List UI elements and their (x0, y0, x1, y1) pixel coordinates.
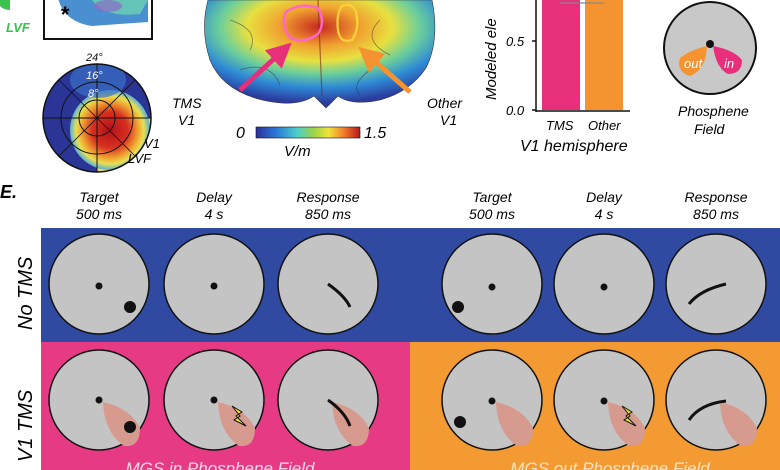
other-v1-outline (336, 3, 359, 42)
phosphene-caption-1: Phosphene (678, 103, 749, 119)
panel-e-label: E. (0, 182, 17, 202)
trial-no-tms-in-response (277, 233, 379, 335)
trial-tms-in-delay (163, 349, 265, 451)
tms-arrow (238, 42, 292, 92)
ylabel: Modeled ele (483, 18, 500, 100)
polar-tick-8: 8° (88, 88, 99, 100)
tms-pulse-icon (621, 405, 637, 427)
trial-tms-out-response (665, 349, 767, 451)
bar-chart: 0.5 0.0 Modeled ele TMS Other V1 hemisph… (483, 0, 630, 155)
marker-asterisk: * (60, 2, 70, 27)
trial-tms-out-target (441, 349, 543, 451)
row-label-no-tms: No TMS (15, 256, 37, 330)
colorbar-max: 1.5 (364, 125, 386, 142)
stage-4-name: Target (472, 189, 512, 205)
label-other-v1: V1 (440, 112, 457, 128)
trial-no-tms-out-target (441, 233, 543, 335)
stage-6-duration: 850 ms (693, 206, 739, 222)
phosphene-in: in (724, 56, 734, 71)
tms-v1-outline (282, 4, 324, 42)
xlabel: V1 hemisphere (520, 138, 628, 155)
colorbar-unit: V/m (284, 143, 311, 160)
polar-caption-v1: V1 (144, 136, 160, 151)
stage-3-name: Response (296, 189, 359, 205)
trial-no-tms-out-delay (553, 233, 655, 335)
inset-panel: * LVF (0, 0, 153, 40)
phosphene-field: out in Phosphene Field (663, 1, 757, 137)
polar-tick-16: 16° (86, 70, 103, 82)
colorbar-min: 0 (236, 125, 245, 142)
trial-tms-in-response (277, 349, 379, 451)
stage-4-duration: 500 ms (469, 206, 515, 222)
stage-6-name: Response (684, 189, 747, 205)
phosphene-out: out (684, 56, 703, 71)
trial-no-tms-in-delay (163, 233, 265, 335)
brain-render: TMS V1 Other V1 0 1.5 V/m (172, 0, 463, 160)
colorbar (255, 126, 361, 139)
trial-tms-in-target (48, 349, 150, 451)
condition-out-label: MGS out Phosphene Field (510, 459, 710, 470)
polar-tick-24: 24° (85, 52, 103, 64)
condition-in-label: MGS in Phosphene Field (126, 459, 316, 470)
xtick-tms: TMS (546, 118, 574, 133)
stage-1-duration: 500 ms (76, 206, 122, 222)
stage-5-duration: 4 s (595, 206, 614, 222)
phosphene-caption-2: Field (694, 121, 726, 137)
label-tms-v1: V1 (178, 112, 195, 128)
label-tms: TMS (172, 95, 202, 111)
stage-2-duration: 4 s (205, 206, 224, 222)
inset-lvf-label: LVF (6, 20, 31, 35)
xtick-other: Other (588, 118, 621, 133)
other-arrow (358, 46, 412, 94)
stage-2-name: Delay (196, 189, 233, 205)
bar-other (585, 0, 623, 110)
label-other: Other (427, 95, 463, 111)
stage-headers: Target 500 ms Delay 4 s Response 850 ms … (76, 189, 748, 222)
tms-pulse-icon (231, 405, 247, 427)
polar-plot: 24° 16° 8° V1 LVF (42, 52, 160, 173)
stage-1-name: Target (79, 189, 119, 205)
trial-no-tms-out-response (665, 233, 767, 335)
trial-no-tms-in-target (48, 233, 150, 335)
ytick-00: 0.0 (506, 103, 525, 118)
stage-5-name: Delay (586, 189, 623, 205)
trial-tms-out-delay (553, 349, 655, 451)
ytick-05: 0.5 (506, 34, 525, 49)
polar-caption-lvf: LVF (128, 151, 152, 166)
stage-3-duration: 850 ms (305, 206, 351, 222)
bar-tms (542, 0, 580, 110)
row-label-v1-tms: V1 TMS (15, 389, 37, 462)
